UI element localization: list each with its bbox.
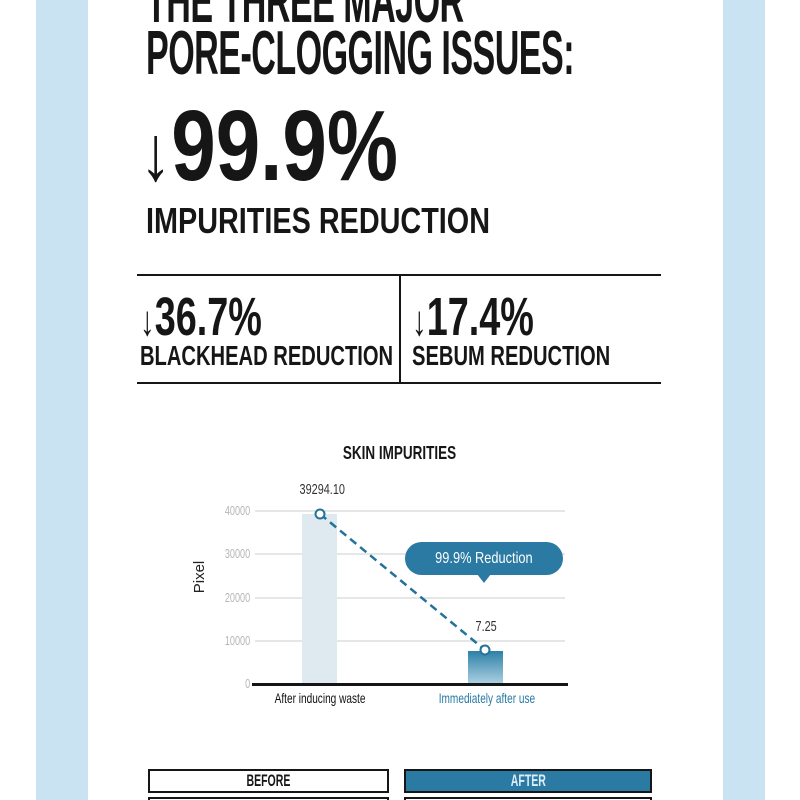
x-axis-line: [252, 683, 568, 686]
blackhead-stat: ↓36.7%: [140, 290, 314, 344]
gridline-40000: [255, 510, 565, 512]
down-arrow-icon: ↓: [140, 297, 155, 344]
x-category-label-before: After inducing waste: [274, 690, 366, 706]
headline-line-1: THE THREE MAJOR: [146, 0, 723, 33]
stats-column-divider: [399, 276, 401, 382]
blackhead-stat-value: 36.7%: [154, 287, 262, 347]
left-border-stripe: [36, 0, 88, 800]
before-header: BEFORE: [148, 769, 389, 793]
after-image-cell: [404, 797, 652, 800]
before-image-cell: [148, 797, 389, 800]
reduction-badge-label: 99.9% Reduction: [435, 549, 533, 567]
headline-line-1-text: THE THREE MAJOR: [146, 0, 464, 36]
headline-line-2-text: PORE-CLOGGING ISSUES:: [146, 19, 575, 88]
sebum-stat-value: 17.4%: [426, 287, 534, 347]
y-axis-label: Pixel: [191, 560, 208, 594]
down-arrow-icon: ↓: [140, 109, 172, 197]
y-tick-10000: 10000: [224, 633, 250, 648]
headline-line-2: PORE-CLOGGING ISSUES:: [146, 23, 800, 85]
value-label-before: 39294.10: [299, 482, 345, 498]
impurities-stat: ↓99.9%: [140, 96, 463, 196]
impurities-stat-value: 99.9%: [171, 90, 399, 202]
bar-immediately-after-use: [468, 651, 503, 683]
sebum-stat: ↓17.4%: [412, 290, 586, 344]
after-header: AFTER: [404, 769, 652, 793]
impurities-stat-label: IMPURITIES REDUCTION: [146, 200, 491, 241]
right-border-stripe: [723, 0, 765, 800]
reduction-badge-pointer-icon: [477, 574, 491, 583]
reduction-badge: 99.9% Reduction: [405, 542, 563, 575]
bar-after-inducing-waste: [302, 514, 337, 683]
y-tick-20000: 20000: [224, 590, 250, 605]
chart-title: SKIN IMPURITIES: [343, 443, 457, 463]
value-label-after: 7.25: [475, 619, 497, 635]
down-arrow-icon: ↓: [412, 297, 427, 344]
y-tick-0: 0: [244, 676, 250, 691]
blackhead-stat-label: BLACKHEAD REDUCTION: [140, 340, 394, 371]
y-tick-40000: 40000: [224, 503, 250, 518]
x-category-label-after: Immediately after use: [438, 690, 536, 706]
sebum-stat-label: SEBUM REDUCTION: [412, 340, 611, 371]
stats-divider-top: [137, 274, 661, 276]
y-tick-30000: 30000: [224, 546, 250, 561]
stats-divider-bottom: [137, 382, 661, 384]
